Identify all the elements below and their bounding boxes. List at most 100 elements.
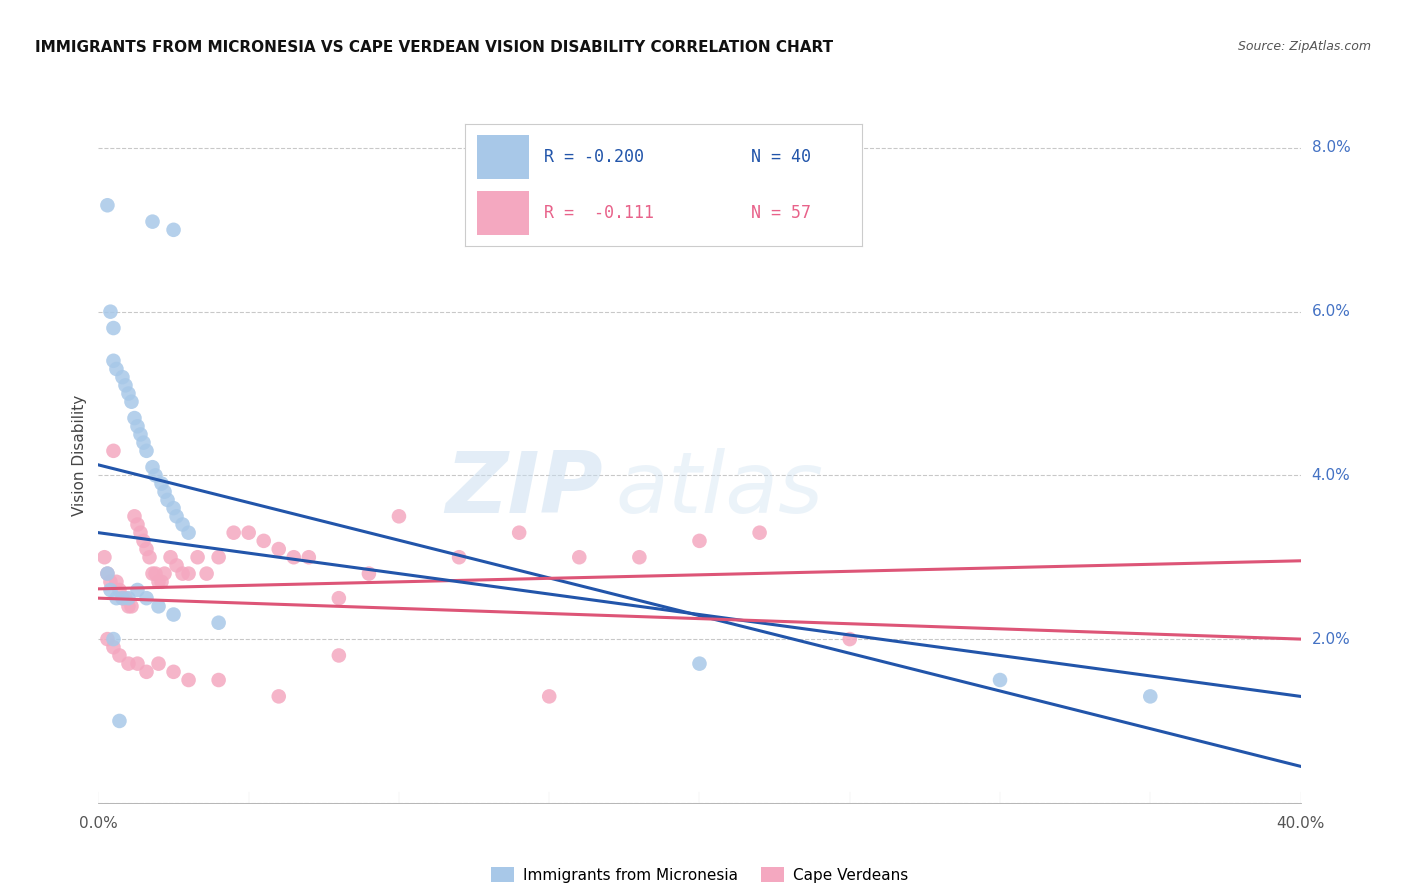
Point xyxy=(177,566,200,581)
Text: IMMIGRANTS FROM MICRONESIA VS CAPE VERDEAN VISION DISABILITY CORRELATION CHART: IMMIGRANTS FROM MICRONESIA VS CAPE VERDE… xyxy=(35,40,834,55)
Point xyxy=(838,632,860,646)
Point xyxy=(148,657,170,671)
Point xyxy=(127,419,149,434)
Y-axis label: Vision Disability: Vision Disability xyxy=(72,394,87,516)
Point xyxy=(166,558,188,573)
Point xyxy=(103,321,125,335)
Point xyxy=(150,574,173,589)
Point xyxy=(100,574,122,589)
Point xyxy=(222,525,245,540)
Point xyxy=(628,550,651,565)
Point xyxy=(132,533,155,548)
Point xyxy=(172,566,194,581)
Point xyxy=(148,574,170,589)
Point xyxy=(238,525,260,540)
Text: 2.0%: 2.0% xyxy=(1312,632,1350,647)
Point xyxy=(135,591,157,606)
Point xyxy=(132,435,155,450)
Point xyxy=(117,386,139,401)
Point xyxy=(253,533,276,548)
Point xyxy=(153,566,176,581)
Point xyxy=(103,443,125,458)
Point xyxy=(105,591,128,606)
Point xyxy=(159,550,181,565)
Point xyxy=(156,492,179,507)
Text: Source: ZipAtlas.com: Source: ZipAtlas.com xyxy=(1237,40,1371,54)
Text: 4.0%: 4.0% xyxy=(1312,468,1350,483)
Point xyxy=(111,591,134,606)
Point xyxy=(328,648,350,663)
Point xyxy=(117,599,139,614)
Point xyxy=(283,550,305,565)
Point xyxy=(357,566,380,581)
Point xyxy=(267,542,290,557)
Point xyxy=(208,673,231,687)
Point xyxy=(162,607,184,622)
Point xyxy=(162,223,184,237)
Text: 6.0%: 6.0% xyxy=(1312,304,1351,319)
Point xyxy=(114,591,136,606)
Point xyxy=(150,476,173,491)
Point xyxy=(195,566,218,581)
Point xyxy=(117,657,139,671)
Point xyxy=(447,550,470,565)
Point xyxy=(103,640,125,655)
Point xyxy=(96,632,118,646)
Point xyxy=(208,615,231,630)
Point xyxy=(748,525,770,540)
Point xyxy=(108,714,131,728)
Point xyxy=(145,566,167,581)
Point xyxy=(166,509,188,524)
Point xyxy=(538,690,561,704)
Legend: Immigrants from Micronesia, Cape Verdeans: Immigrants from Micronesia, Cape Verdean… xyxy=(485,861,914,888)
Point xyxy=(988,673,1011,687)
Point xyxy=(103,632,125,646)
Point xyxy=(96,566,118,581)
Point xyxy=(121,394,143,409)
Point xyxy=(103,353,125,368)
Point xyxy=(114,378,136,392)
Point xyxy=(108,648,131,663)
Point xyxy=(124,509,146,524)
Point xyxy=(141,460,163,475)
Point xyxy=(145,468,167,483)
Point xyxy=(117,591,139,606)
Point xyxy=(105,574,128,589)
Point xyxy=(135,443,157,458)
Point xyxy=(127,657,149,671)
Point xyxy=(100,582,122,597)
Point xyxy=(208,550,231,565)
Point xyxy=(162,665,184,679)
Point xyxy=(148,599,170,614)
Text: 8.0%: 8.0% xyxy=(1312,140,1350,155)
Point xyxy=(267,690,290,704)
Point xyxy=(138,550,160,565)
Point xyxy=(111,370,134,384)
Point xyxy=(93,550,115,565)
Point xyxy=(172,517,194,532)
Point xyxy=(153,484,176,499)
Point xyxy=(111,591,134,606)
Point xyxy=(162,501,184,516)
Point xyxy=(100,304,122,318)
Point xyxy=(135,542,157,557)
Point xyxy=(568,550,591,565)
Text: ZIP: ZIP xyxy=(446,448,603,532)
Point xyxy=(508,525,530,540)
Point xyxy=(1139,690,1161,704)
Point xyxy=(108,582,131,597)
Point xyxy=(124,411,146,425)
Point xyxy=(688,533,710,548)
Point xyxy=(135,665,157,679)
Point xyxy=(177,525,200,540)
Text: atlas: atlas xyxy=(616,448,824,532)
Point xyxy=(129,427,152,442)
Point xyxy=(127,517,149,532)
Point xyxy=(141,214,163,228)
Point xyxy=(96,198,118,212)
Point xyxy=(187,550,209,565)
Point xyxy=(177,673,200,687)
Point xyxy=(105,362,128,376)
Point xyxy=(328,591,350,606)
Point xyxy=(298,550,321,565)
